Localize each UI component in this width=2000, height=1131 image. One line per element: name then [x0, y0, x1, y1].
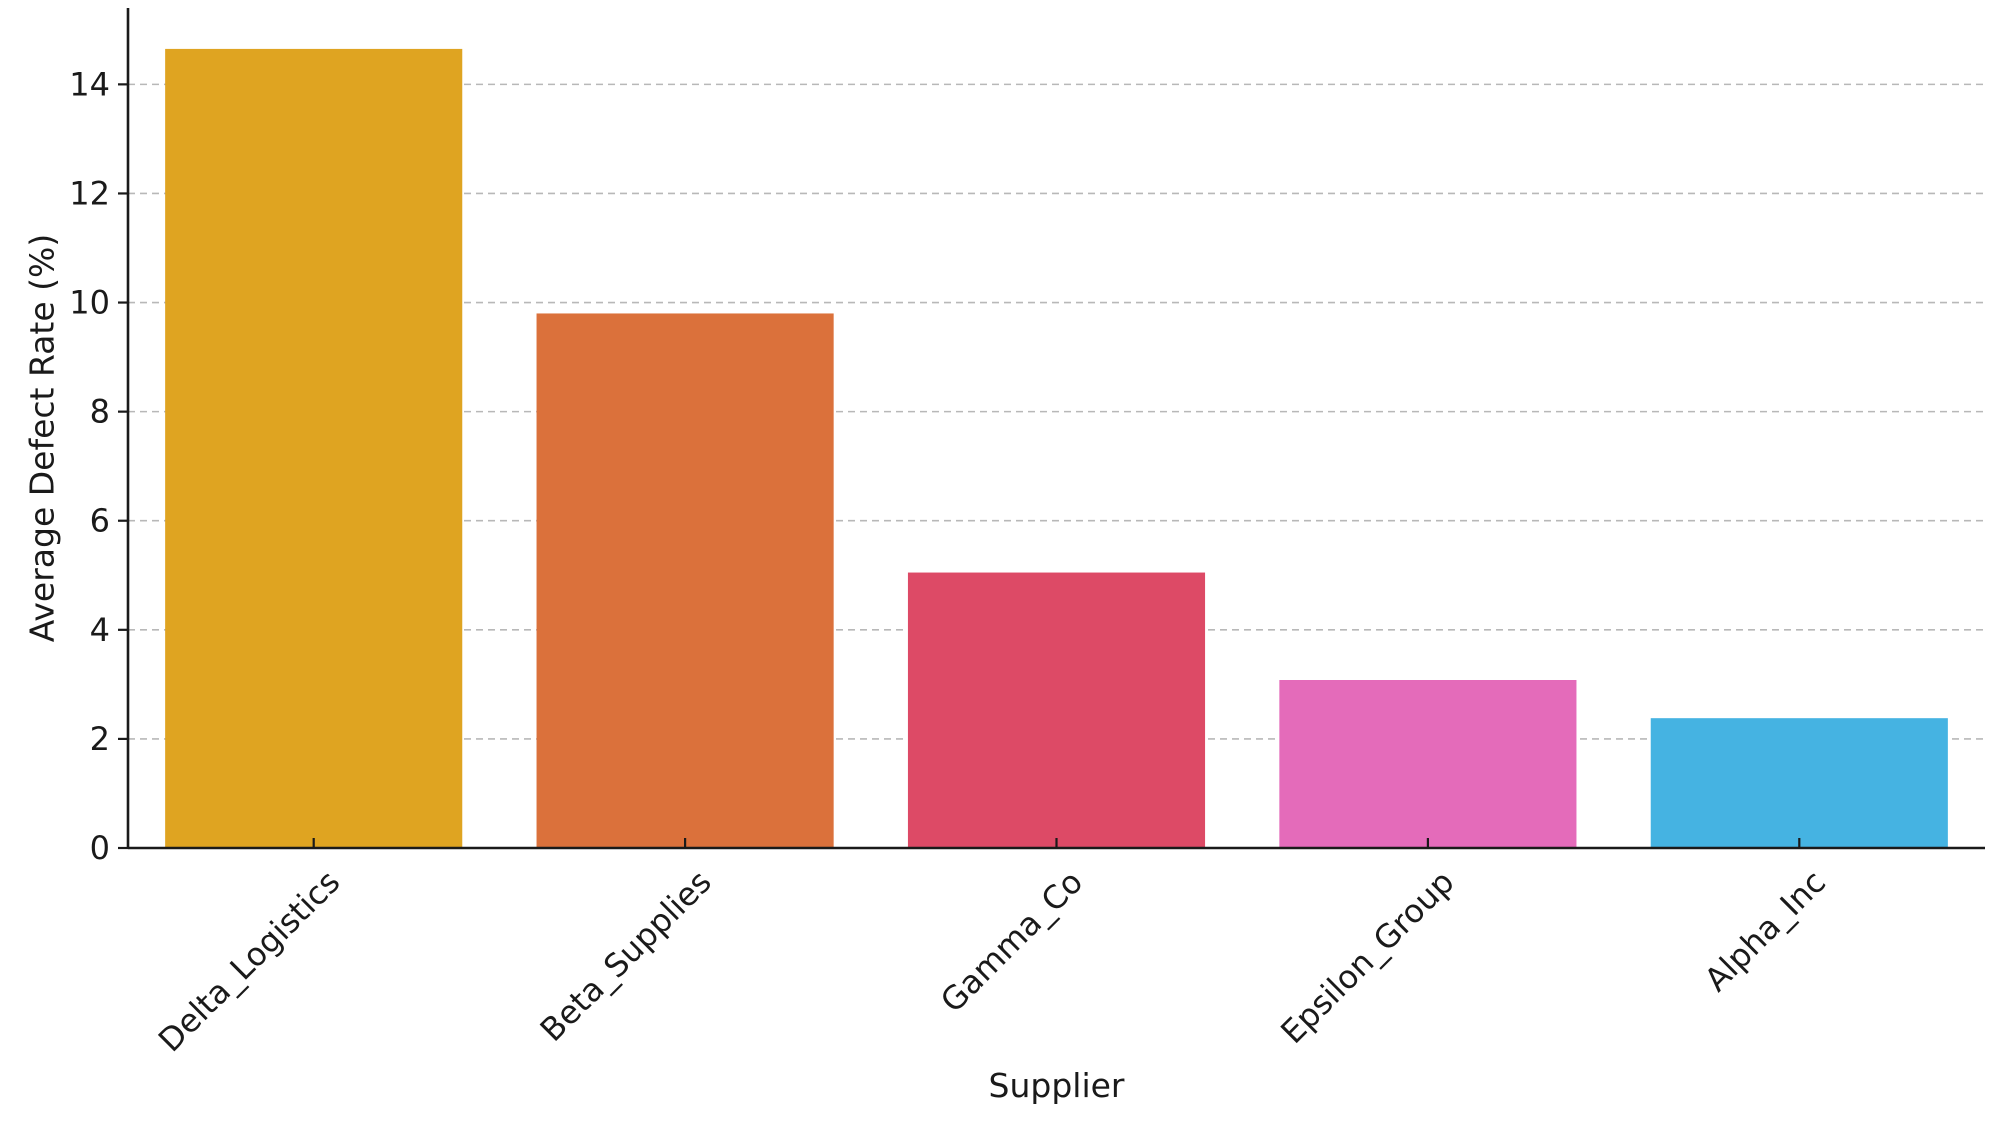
x-tick-label-0: Delta_Logistics	[151, 863, 347, 1059]
y-tick-label-5: 10	[69, 284, 110, 322]
y-tick-label-7: 14	[69, 65, 110, 103]
x-axis-title: Supplier	[989, 1066, 1125, 1105]
x-tick-label-4: Alpha_Inc	[1697, 863, 1833, 999]
x-tick-label-3: Epsilon_Group	[1273, 863, 1461, 1051]
y-tick-label-2: 4	[90, 611, 110, 649]
x-tick-label-1: Beta_Supplies	[533, 863, 719, 1049]
bar-epsilon-group[interactable]	[1279, 680, 1577, 848]
y-tick-label-4: 8	[90, 393, 110, 431]
y-tick-label-1: 2	[90, 720, 110, 758]
y-axis-title: Average Defect Rate (%)	[23, 234, 62, 642]
bar-gamma-co[interactable]	[907, 572, 1206, 848]
bar-delta-logistics[interactable]	[165, 48, 463, 848]
bar-alpha-inc[interactable]	[1650, 718, 1948, 848]
y-tick-label-3: 6	[90, 502, 110, 540]
x-axis-ticks: Delta_Logistics Beta_Supplies Gamma_Co Epsi…	[151, 838, 1833, 1059]
bar-beta-supplies[interactable]	[536, 313, 834, 848]
y-axis-ticks: 0 2 4 6 8 10 12 14	[69, 65, 128, 867]
y-tick-label-6: 12	[69, 174, 110, 212]
bars	[165, 48, 1948, 848]
x-tick-label-2: Gamma_Co	[933, 863, 1090, 1020]
y-tick-label-0: 0	[90, 829, 110, 867]
